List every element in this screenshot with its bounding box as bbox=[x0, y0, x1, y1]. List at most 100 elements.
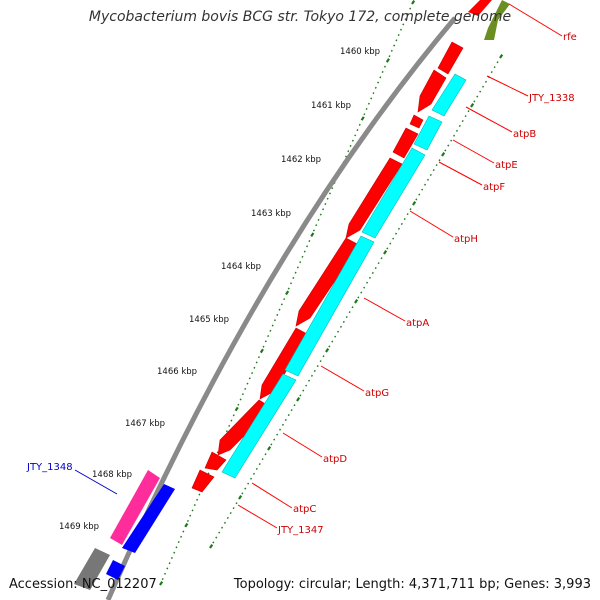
scale-tick bbox=[168, 562, 171, 565]
scale-tick bbox=[293, 404, 296, 407]
scale-tick bbox=[370, 97, 373, 100]
scale-tick bbox=[499, 54, 504, 59]
scale-tick bbox=[173, 551, 176, 554]
scale-tick bbox=[322, 208, 325, 211]
scale-tick bbox=[365, 107, 368, 111]
scale-tick bbox=[281, 423, 284, 426]
scale-tick bbox=[221, 526, 224, 529]
scale-tick bbox=[209, 544, 214, 549]
gene-label-atpc: atpC bbox=[293, 504, 316, 515]
gene-rfe-block bbox=[468, 0, 492, 16]
gene-label-jty1347: JTY_1347 bbox=[277, 525, 324, 536]
gene-label-atpg: atpG bbox=[365, 388, 389, 399]
scale-tick bbox=[377, 262, 380, 265]
scale-tick bbox=[490, 70, 493, 74]
scale-tick bbox=[308, 239, 311, 243]
scale-tick bbox=[403, 217, 406, 221]
scale-tick bbox=[383, 65, 386, 68]
scale-tick bbox=[374, 266, 377, 270]
scale-tick bbox=[379, 76, 382, 79]
scale-tick bbox=[255, 361, 258, 364]
scale-tick bbox=[429, 173, 432, 176]
scale-tick bbox=[406, 213, 409, 216]
scale-tick bbox=[215, 536, 218, 539]
scale-tick bbox=[193, 504, 196, 507]
scale-tick bbox=[241, 492, 244, 495]
scale-tick bbox=[339, 325, 342, 328]
scale-tick bbox=[493, 66, 496, 69]
leader-jty1338 bbox=[486, 75, 529, 97]
gene-label-jty1338: JTY_1338 bbox=[528, 93, 575, 104]
scale-tick bbox=[223, 521, 226, 524]
leader-atpg bbox=[320, 365, 365, 392]
scale-tick bbox=[189, 514, 192, 517]
scale-tick bbox=[326, 197, 329, 200]
scale-tick bbox=[299, 394, 302, 397]
scale-tick bbox=[306, 245, 309, 248]
scale-tick bbox=[290, 409, 293, 412]
map-title: Mycobacterium bovis BCG str. Tokyo 172, … bbox=[88, 9, 512, 25]
scale-tick bbox=[248, 377, 251, 380]
scale-tick bbox=[450, 139, 453, 142]
gene-label-atpd: atpD bbox=[323, 454, 347, 465]
gene-label-jty1348: JTY_1348 bbox=[26, 462, 73, 473]
scale-tick bbox=[241, 393, 244, 396]
scale-label: 1460 kbp bbox=[340, 47, 380, 57]
scale-tick bbox=[348, 311, 351, 314]
scale-tick bbox=[356, 129, 359, 132]
scale-tick bbox=[312, 229, 315, 232]
scale-tick bbox=[482, 85, 485, 88]
scale-tick bbox=[237, 403, 240, 406]
scale-tick bbox=[467, 110, 470, 113]
scale-tick bbox=[232, 414, 235, 417]
scale-tick bbox=[331, 187, 334, 190]
scale-tick bbox=[238, 495, 243, 500]
scale-tick bbox=[363, 286, 366, 289]
scale-tick bbox=[244, 487, 247, 490]
scale-tick bbox=[438, 159, 441, 162]
scale-tick bbox=[411, 0, 416, 5]
scale-label: 1467 kbp bbox=[125, 419, 165, 429]
gene-labels: rfe JTY_1338 atpB atpE atpF atpH atpA at… bbox=[26, 32, 577, 536]
scale-tick bbox=[409, 7, 412, 10]
scale-tick bbox=[247, 482, 250, 485]
gene-atpb-block bbox=[417, 69, 447, 113]
scale-tick bbox=[347, 150, 350, 153]
scale-tick bbox=[294, 271, 297, 274]
scale-tick bbox=[404, 18, 407, 21]
scale-label: 1468 kbp bbox=[92, 470, 132, 480]
scale-tick bbox=[397, 33, 400, 37]
scale-tick bbox=[250, 477, 253, 480]
tick-track-outer bbox=[159, 0, 416, 586]
scale-tick bbox=[163, 572, 167, 575]
scale-label: 1469 kbp bbox=[59, 522, 99, 532]
scale-label: 1464 kbp bbox=[221, 262, 261, 272]
scale-tick bbox=[435, 164, 438, 167]
scale-tick bbox=[308, 379, 311, 382]
scale-tick bbox=[270, 443, 273, 446]
scale-tick bbox=[267, 446, 272, 451]
leader-atpb bbox=[465, 106, 513, 133]
scale-tick bbox=[301, 255, 304, 258]
scale-tick bbox=[389, 242, 392, 245]
scale-tick bbox=[276, 433, 279, 436]
scale-label: 1462 kbp bbox=[281, 155, 321, 165]
scale-tick bbox=[159, 581, 164, 586]
scale-tick bbox=[447, 144, 450, 147]
scale-tick bbox=[239, 398, 242, 401]
scale-tick bbox=[453, 134, 456, 137]
scale-tick bbox=[393, 44, 396, 47]
scale-tick bbox=[276, 313, 279, 317]
scale-tick bbox=[225, 430, 228, 433]
scale-tick bbox=[357, 296, 360, 299]
scale-tick bbox=[262, 345, 265, 348]
scale-tick bbox=[432, 168, 435, 172]
scale-tick bbox=[191, 509, 194, 512]
leader-atpe bbox=[452, 139, 495, 164]
scale-tick bbox=[170, 556, 173, 559]
scale-tick bbox=[349, 144, 352, 147]
scale-tick bbox=[388, 55, 391, 58]
scale-tick bbox=[374, 86, 377, 89]
scale-tick bbox=[230, 419, 233, 422]
